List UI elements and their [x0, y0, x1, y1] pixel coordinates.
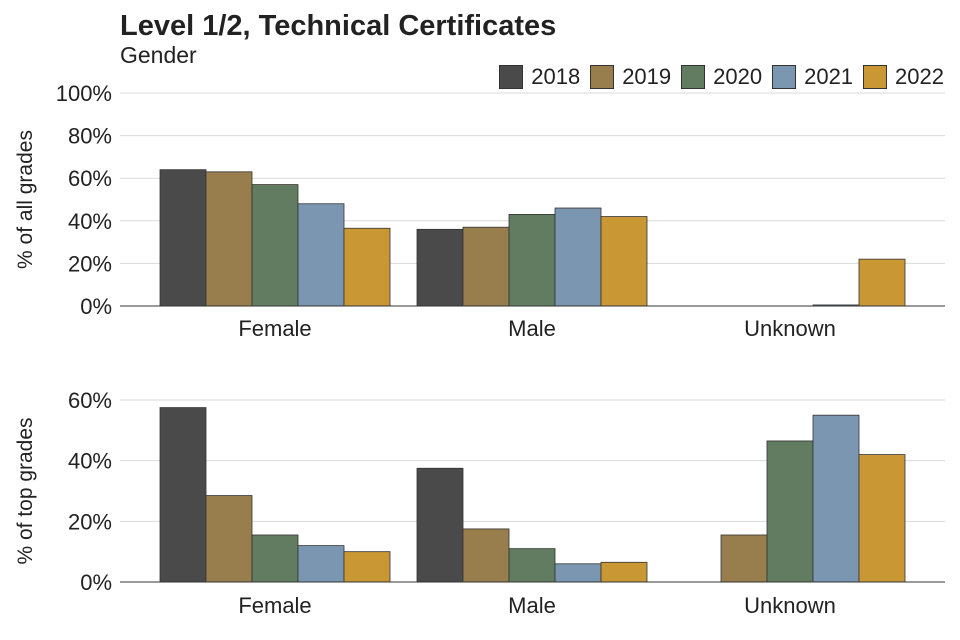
- y-tick-label: 100%: [56, 81, 112, 106]
- legend-swatch-2018: [499, 65, 524, 89]
- chart-title: Level 1/2, Technical Certificates: [120, 10, 557, 42]
- y-axis-title: % of top grades: [14, 417, 37, 564]
- legend-swatch-2021: [772, 65, 797, 89]
- legend-item-2019: 2019: [590, 64, 671, 90]
- bar-2019-male: [462, 528, 510, 583]
- bar-2020-male: [508, 548, 556, 583]
- y-tick-label: 0%: [80, 570, 112, 595]
- y-tick-label: 60%: [68, 388, 112, 413]
- bar-2021-female: [297, 545, 345, 583]
- legend: 2018 2019 2020 2021 2022: [499, 64, 944, 90]
- x-category-label: Female: [238, 593, 311, 618]
- y-tick-label: 40%: [68, 449, 112, 474]
- legend-label-2021: 2021: [804, 64, 854, 89]
- y-tick-label: 20%: [68, 251, 112, 276]
- legend-item-2020: 2020: [681, 64, 762, 90]
- panel-all-grades: 0% 20% 40% 60% 80% 100% % of all grades Female M…: [14, 81, 945, 341]
- legend-label-2022: 2022: [895, 64, 944, 89]
- bar-2019-female: [205, 171, 253, 307]
- x-category-label: Female: [238, 316, 311, 341]
- y-tick-label: 80%: [68, 124, 112, 149]
- bar-2020-unknown: [766, 440, 814, 583]
- legend-item-2021: 2021: [772, 64, 853, 90]
- y-tick-label: 60%: [68, 166, 112, 191]
- chart-subtitle: Gender: [120, 42, 197, 68]
- legend-swatch-2022: [863, 65, 888, 89]
- legend-swatch-2019: [590, 65, 615, 89]
- bar-2020-female: [251, 534, 299, 583]
- y-tick-label: 40%: [68, 209, 112, 234]
- legend-swatch-2020: [681, 65, 706, 89]
- bar-2019-unknown: [720, 534, 768, 583]
- bar-2022-male: [600, 216, 648, 307]
- bar-2021-unknown: [812, 414, 860, 583]
- bar-2021-male: [554, 207, 602, 307]
- bar-2021-male: [554, 563, 602, 583]
- bar-2018-female: [159, 169, 207, 307]
- bar-2018-male: [416, 228, 464, 307]
- bar-2022-female: [343, 227, 391, 307]
- bar-2019-male: [462, 226, 510, 307]
- bar-2022-unknown: [858, 454, 906, 583]
- bar-2018-female: [159, 407, 207, 583]
- legend-label-2020: 2020: [713, 64, 763, 89]
- bar-2018-male: [416, 467, 464, 583]
- bar-2019-female: [205, 495, 253, 583]
- legend-item-2022: 2022: [863, 64, 944, 90]
- bar-2022-male: [600, 561, 648, 583]
- x-category-label: Unknown: [744, 316, 836, 341]
- x-category-label: Unknown: [744, 593, 836, 618]
- x-category-label: Male: [508, 593, 556, 618]
- bar-2021-female: [297, 203, 345, 307]
- bar-2020-female: [251, 184, 299, 307]
- y-axis-title: % of all grades: [14, 130, 37, 269]
- x-category-label: Male: [508, 316, 556, 341]
- bar-2020-male: [508, 214, 556, 307]
- y-tick-label: 20%: [68, 509, 112, 534]
- y-tick-label: 0%: [80, 294, 112, 319]
- bar-2022-female: [343, 551, 391, 583]
- bar-2022-unknown: [858, 258, 906, 307]
- legend-label-2019: 2019: [622, 64, 672, 89]
- legend-label-2018: 2018: [531, 64, 581, 89]
- legend-item-2018: 2018: [499, 64, 580, 90]
- panel-top-grades: 0% 20% 40% 60% % of top grades Female Male Unkn…: [14, 388, 945, 618]
